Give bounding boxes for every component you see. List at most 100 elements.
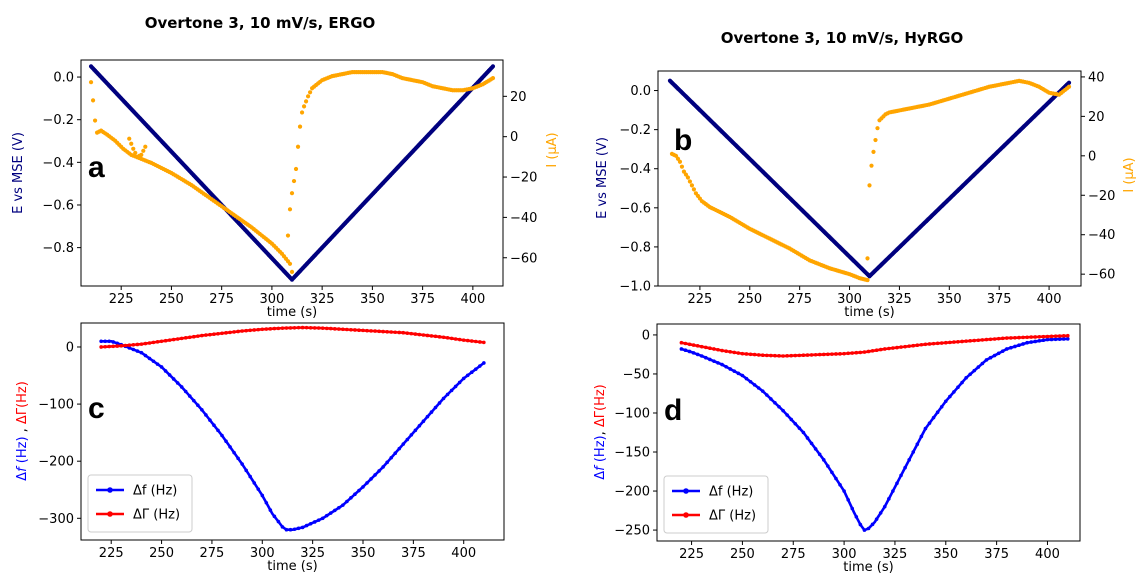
data-point xyxy=(232,330,236,334)
data-point xyxy=(716,347,720,352)
y-tick-label: −200 xyxy=(614,485,650,500)
data-point xyxy=(115,341,120,346)
data-point xyxy=(907,344,911,348)
data-point xyxy=(175,381,180,385)
data-point xyxy=(482,340,486,345)
data-point xyxy=(163,338,168,343)
legend-marker xyxy=(683,512,689,518)
data-point xyxy=(907,458,911,462)
data-point xyxy=(453,384,458,389)
data-point xyxy=(980,361,985,366)
data-point xyxy=(695,344,700,348)
data-point xyxy=(805,436,810,440)
data-point xyxy=(760,353,765,358)
x-tick-label: 350 xyxy=(933,547,958,562)
data-point xyxy=(183,389,188,394)
data-point xyxy=(288,326,293,330)
x-tick-label: 225 xyxy=(109,292,134,307)
data-point xyxy=(111,340,116,344)
data-point xyxy=(320,326,325,330)
data-point xyxy=(141,148,146,153)
data-point xyxy=(866,526,871,531)
data-point xyxy=(365,328,369,333)
data-point xyxy=(409,433,414,437)
data-point xyxy=(1066,80,1072,85)
data-point xyxy=(304,325,309,330)
data-point xyxy=(88,80,94,85)
y-axis-label-part: ΔΓ(Hz) xyxy=(593,384,608,427)
data-point xyxy=(457,337,462,342)
data-point xyxy=(972,368,977,373)
data-point xyxy=(361,328,365,333)
data-point xyxy=(1000,336,1005,341)
data-point xyxy=(316,326,321,330)
data-point xyxy=(276,519,281,524)
data-point xyxy=(478,340,482,344)
x-tick-label: 350 xyxy=(937,292,962,307)
data-point xyxy=(948,340,952,345)
data-point xyxy=(292,326,297,330)
data-point xyxy=(805,353,810,357)
data-point xyxy=(465,338,470,343)
data-point xyxy=(854,350,859,355)
data-point xyxy=(685,175,691,180)
data-point xyxy=(1066,84,1072,89)
data-point xyxy=(385,460,389,465)
x-tick-label: 400 xyxy=(460,292,485,307)
y2-tick-label: 40 xyxy=(1088,70,1105,85)
legend: Δf (Hz) ΔΓ (Hz) xyxy=(87,474,193,533)
data-point xyxy=(899,473,903,478)
panel-letter: a xyxy=(88,151,105,184)
data-point xyxy=(389,455,394,460)
data-point xyxy=(769,397,773,401)
data-point xyxy=(469,339,474,343)
data-point xyxy=(433,334,438,339)
data-point xyxy=(943,340,948,345)
data-point xyxy=(256,327,261,332)
data-point xyxy=(862,528,867,532)
x-tick-label: 275 xyxy=(781,547,806,562)
x-tick-label: 400 xyxy=(451,546,476,561)
data-point xyxy=(405,331,410,335)
x-tick-label: 300 xyxy=(832,547,857,562)
data-point xyxy=(143,341,148,346)
data-point xyxy=(777,354,781,358)
data-point xyxy=(834,352,838,356)
data-point xyxy=(337,327,341,331)
chart-panel-b: Overtone 3, 10 mV/s, HyRGO 225 250 275 300 32… xyxy=(595,29,1137,320)
y-tick-label: −0.4 xyxy=(42,156,74,171)
data-point xyxy=(1025,340,1029,345)
data-point xyxy=(793,353,798,358)
series-df xyxy=(99,339,486,532)
data-point xyxy=(773,353,777,358)
data-point xyxy=(445,336,450,340)
plot-frame xyxy=(656,323,1081,542)
data-point xyxy=(1057,334,1062,338)
data-point xyxy=(821,458,826,462)
y2-tick-label: −40 xyxy=(510,211,537,226)
data-point xyxy=(927,342,932,346)
data-point xyxy=(927,421,932,425)
data-point xyxy=(801,353,806,358)
data-point xyxy=(461,338,466,342)
data-point xyxy=(409,331,414,336)
data-point xyxy=(377,469,381,473)
data-point xyxy=(1066,333,1070,338)
data-point xyxy=(740,351,745,356)
data-point xyxy=(353,328,357,332)
y-axis-label-part: Δ xyxy=(15,472,30,481)
y-axis-label-part: f xyxy=(15,465,30,472)
data-point xyxy=(789,353,794,358)
data-point xyxy=(867,183,872,188)
data-point xyxy=(935,341,940,346)
y-tick-label: −0.6 xyxy=(619,201,651,216)
data-point xyxy=(256,487,261,491)
x-tick-label: 325 xyxy=(310,292,335,307)
panel-letter: d xyxy=(664,394,682,427)
y-axis-label-part: Δ xyxy=(593,471,608,480)
data-point xyxy=(1053,337,1058,342)
data-point xyxy=(425,333,430,338)
data-point xyxy=(365,481,369,485)
data-point xyxy=(333,327,337,331)
data-point xyxy=(869,163,874,168)
